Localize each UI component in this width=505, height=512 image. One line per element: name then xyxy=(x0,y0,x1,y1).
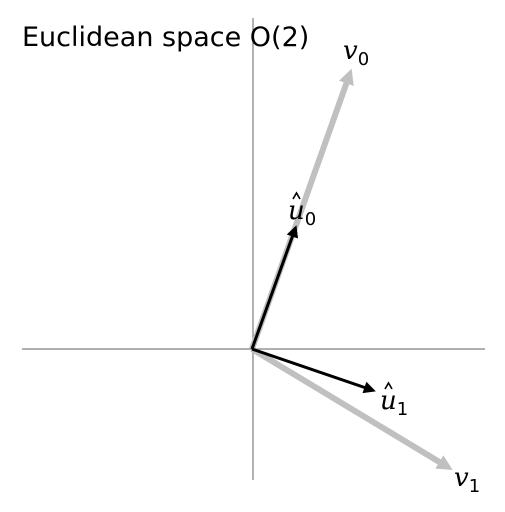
label-u0-hat: u0 xyxy=(288,191,316,230)
label-v0: v0 xyxy=(343,36,369,70)
vector-u0-hat xyxy=(250,225,299,350)
label-u1-hat: u1 xyxy=(380,381,408,420)
hat-accent-u1 xyxy=(384,381,393,390)
vector-u1-hat xyxy=(251,347,376,394)
svg-text:u1: u1 xyxy=(380,386,408,420)
vector-v1 xyxy=(250,346,453,471)
svg-text:u0: u0 xyxy=(288,196,316,230)
label-v1: v1 xyxy=(454,463,480,497)
hat-accent-u0 xyxy=(292,191,301,200)
diagram-title: Euclidean space O(2) xyxy=(22,22,309,53)
